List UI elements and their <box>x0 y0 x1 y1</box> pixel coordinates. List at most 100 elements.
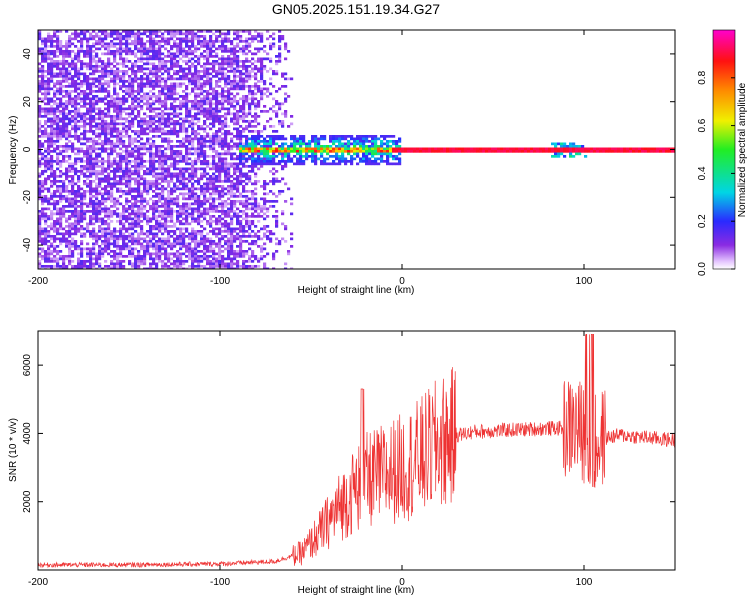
heatmap-cell <box>149 57 153 61</box>
heatmap-cell <box>125 242 129 246</box>
heatmap-cell <box>62 70 66 73</box>
heatmap-cell <box>203 160 207 163</box>
heatmap-cell <box>137 190 141 193</box>
heatmap-cell <box>104 37 108 41</box>
heatmap-cell <box>191 127 195 131</box>
heatmap-cell <box>95 192 99 196</box>
heatmap-cell <box>239 202 243 206</box>
heatmap-cell <box>140 37 144 41</box>
heatmap-cell <box>89 50 93 53</box>
heatmap-cell <box>92 212 96 216</box>
heatmap-cell <box>230 185 234 188</box>
heatmap-cell <box>239 140 243 143</box>
heatmap-cell <box>59 45 63 48</box>
heatmap-cell <box>74 122 78 126</box>
heatmap-cell <box>236 162 240 166</box>
heatmap-cell <box>242 225 246 228</box>
heatmap-cell <box>209 240 213 243</box>
heatmap-cell <box>173 187 177 191</box>
heatmap-cell <box>140 237 144 241</box>
heatmap-cell <box>206 62 210 66</box>
heatmap-cell <box>101 85 105 88</box>
heatmap-cell <box>83 52 87 56</box>
heatmap-cell <box>176 60 180 63</box>
heatmap-cell <box>41 255 45 258</box>
heatmap-cell <box>182 252 186 256</box>
heatmap-cell <box>185 267 189 269</box>
heatmap-cell <box>83 172 87 176</box>
heatmap-cell <box>239 265 243 268</box>
heatmap-cell <box>62 112 66 116</box>
heatmap-cell <box>251 170 255 173</box>
heatmap-cell <box>98 87 102 91</box>
heatmap-cell <box>251 130 255 133</box>
heatmap-cell <box>185 245 189 248</box>
heatmap-cell <box>137 242 141 246</box>
heatmap-cell <box>170 105 174 108</box>
heatmap-cell <box>224 175 228 178</box>
heatmap-cell <box>77 32 81 36</box>
heatmap-cell <box>203 170 207 173</box>
heatmap-cell <box>221 97 225 101</box>
heatmap-cell <box>53 237 57 241</box>
heatmap-cell <box>80 220 84 223</box>
heatmap-cell <box>89 197 93 201</box>
heatmap-cell <box>203 217 207 221</box>
heatmap-cell <box>71 215 75 218</box>
heatmap-cell <box>134 202 138 206</box>
heatmap-cell <box>74 217 78 221</box>
heatmap-cell <box>167 70 171 73</box>
heatmap-cell <box>218 245 222 248</box>
heatmap-cell <box>116 30 120 33</box>
heatmap-cell <box>215 135 219 138</box>
heatmap-cell <box>191 230 195 233</box>
heatmap-cell <box>110 35 114 38</box>
heatmap-cell <box>68 145 72 148</box>
heatmap-cell <box>86 122 90 126</box>
heatmap-cell <box>149 130 153 133</box>
heatmap-cell <box>191 185 195 188</box>
heatmap-cell <box>128 85 132 88</box>
heatmap-cell <box>62 267 66 269</box>
heatmap-cell <box>53 95 57 98</box>
heatmap-cell <box>221 202 225 206</box>
heatmap-cell <box>50 192 54 196</box>
heatmap-cell <box>173 200 177 203</box>
heatmap-cell <box>134 187 138 191</box>
heatmap-cell <box>254 82 258 86</box>
heatmap-cell <box>128 87 132 91</box>
heatmap-cell <box>188 107 192 111</box>
heatmap-cell <box>137 160 141 163</box>
heatmap-cell <box>125 182 129 186</box>
heatmap-cell <box>92 82 96 86</box>
heatmap-cell <box>68 192 72 196</box>
heatmap-cell <box>140 100 144 103</box>
heatmap-cell <box>71 170 75 173</box>
heatmap-cell <box>53 110 57 113</box>
heatmap-cell <box>71 255 75 258</box>
heatmap-cell <box>248 177 252 181</box>
heatmap-cell <box>143 187 147 191</box>
heatmap-cell <box>44 242 48 246</box>
heatmap-cell <box>44 87 48 91</box>
heatmap-cell <box>53 55 57 58</box>
heatmap-cell <box>149 105 153 108</box>
heatmap-cell <box>50 37 54 41</box>
heatmap-cell <box>257 40 261 43</box>
heatmap-cell <box>56 42 60 46</box>
heatmap-cell <box>107 57 111 61</box>
heatmap-cell <box>89 172 93 176</box>
heatmap-cell <box>65 95 69 98</box>
heatmap-cell <box>128 250 132 253</box>
heatmap-cell <box>218 115 222 118</box>
heatmap-cell <box>203 100 207 103</box>
heatmap-cell <box>113 127 117 131</box>
heatmap-cell <box>224 122 228 126</box>
heatmap-cell <box>95 132 99 136</box>
heatmap-cell <box>194 250 198 253</box>
heatmap-cell <box>134 180 138 183</box>
heatmap-cell <box>122 210 126 213</box>
heatmap-cell <box>179 57 183 61</box>
heatmap-cell <box>176 255 180 258</box>
heatmap-cell <box>155 65 159 68</box>
